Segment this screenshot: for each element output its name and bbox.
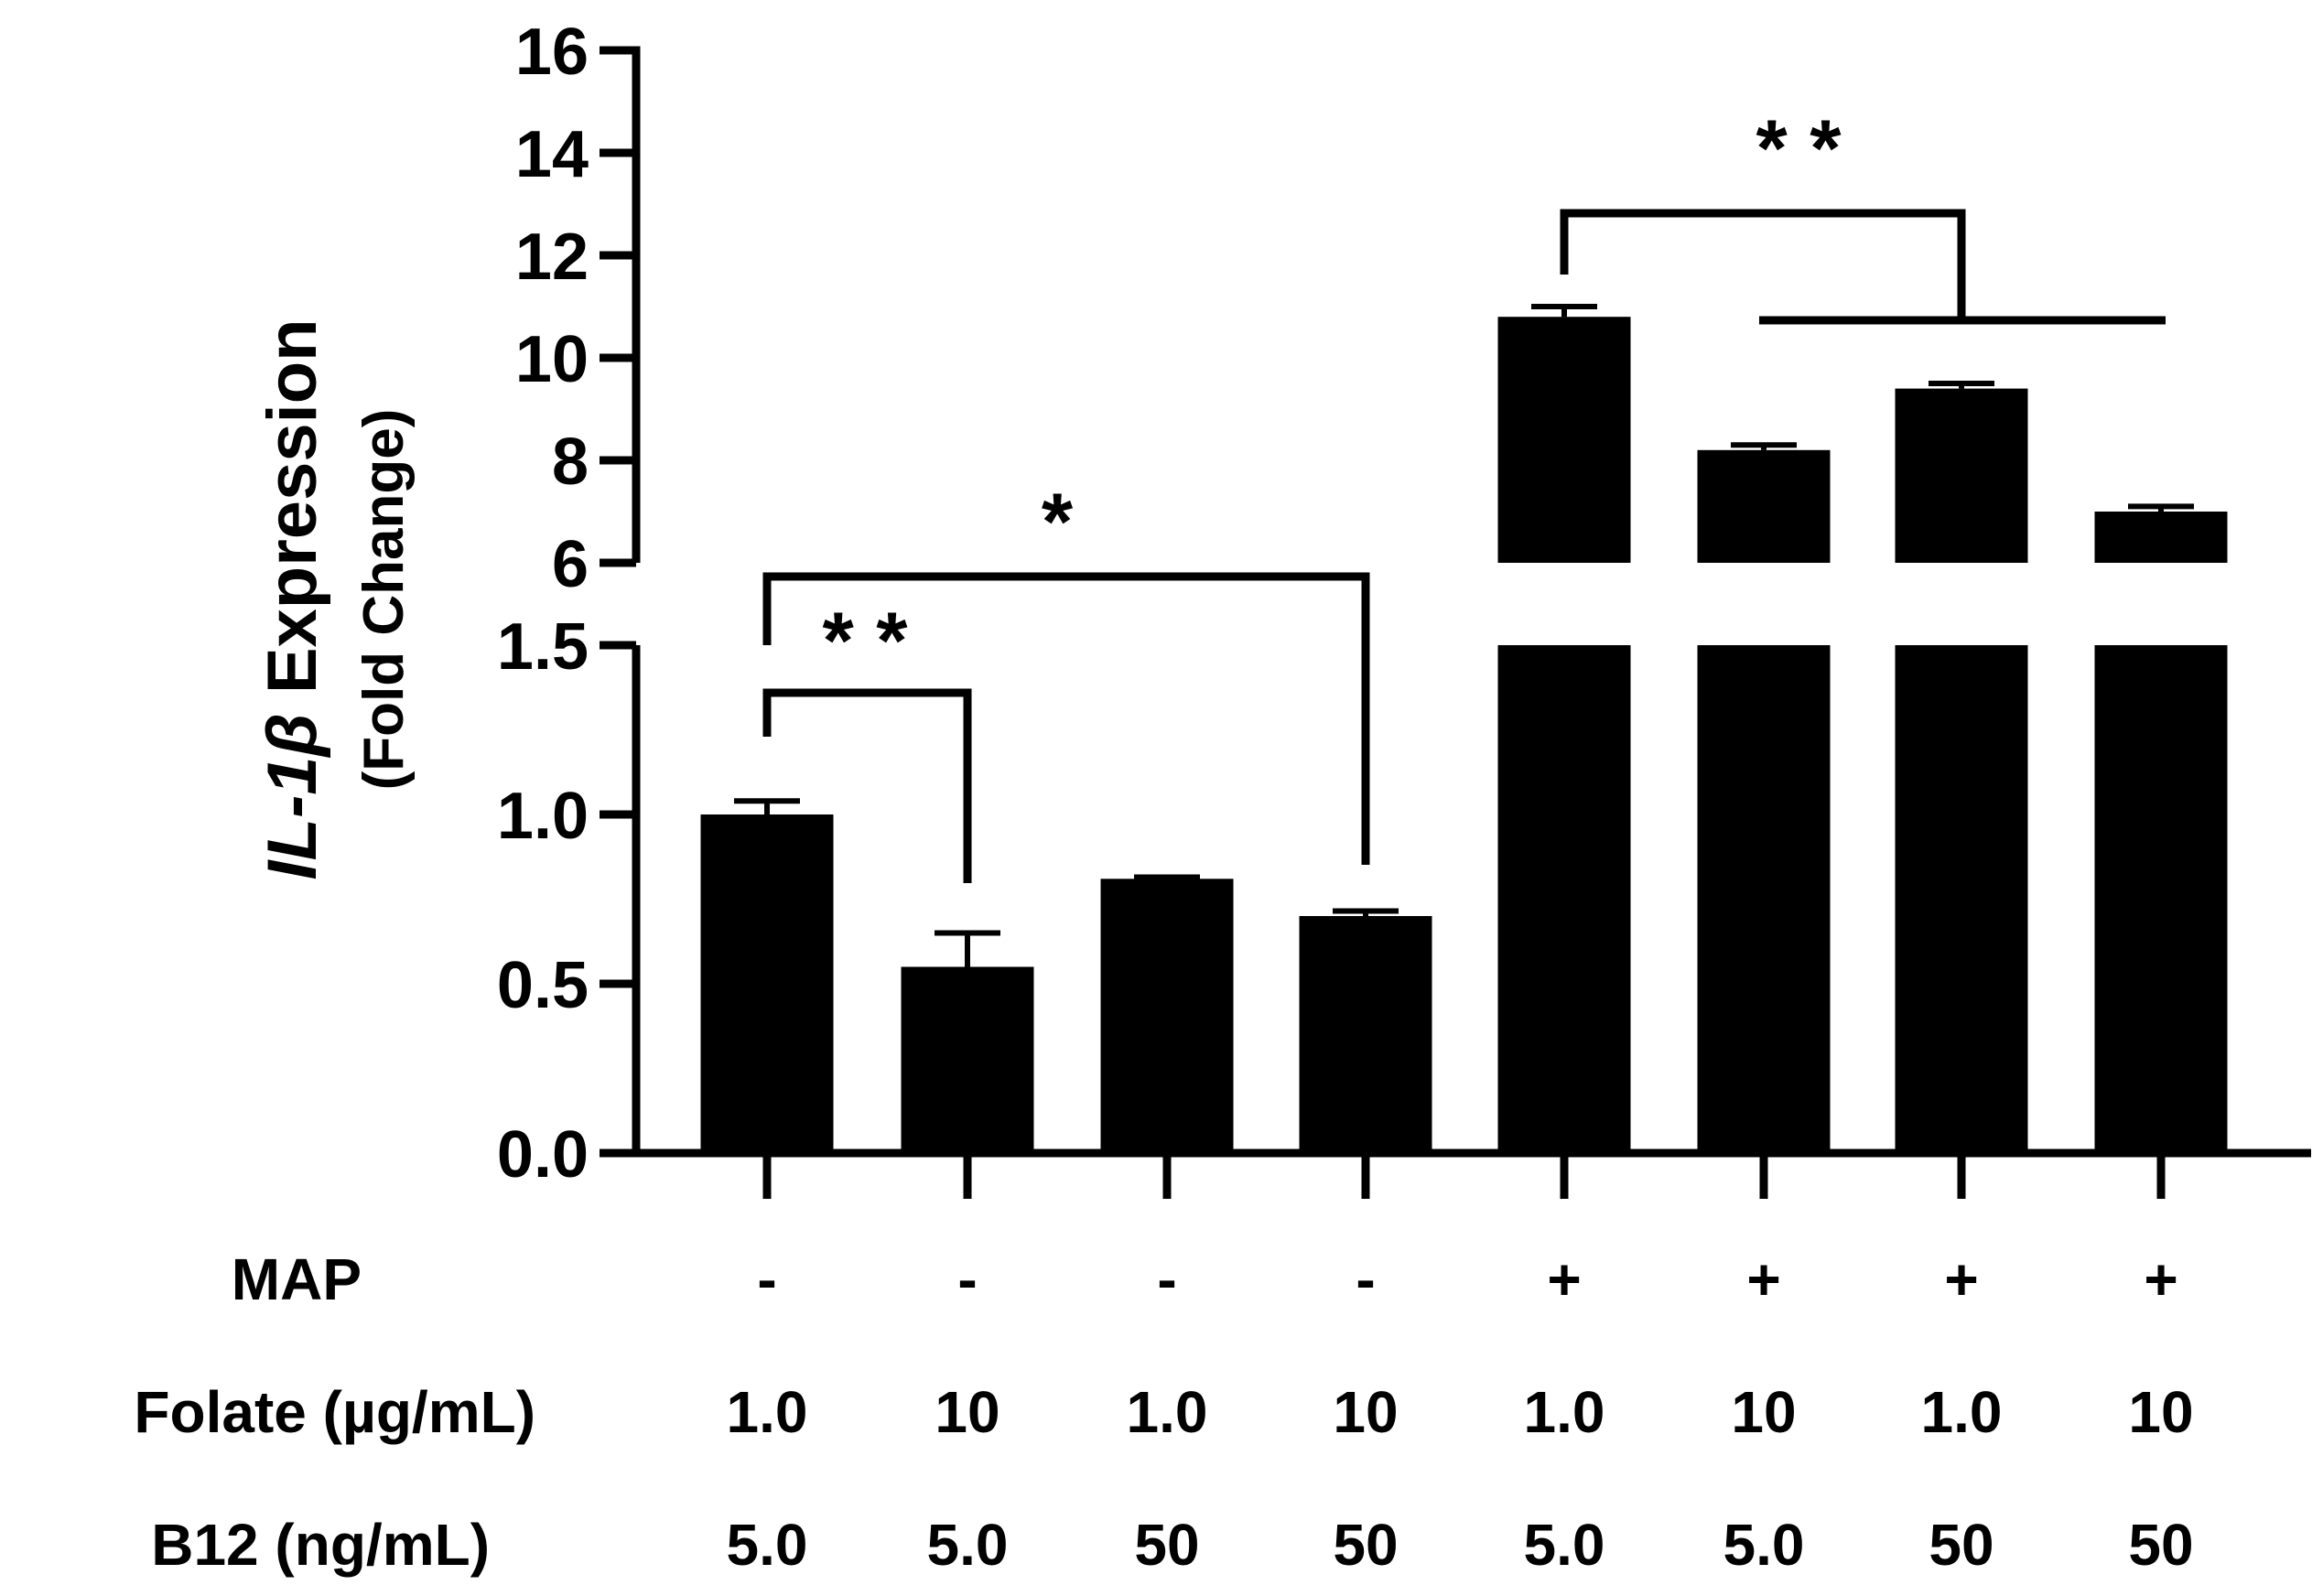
y-tick-label: 1.0: [497, 780, 589, 853]
bar: [1697, 645, 1831, 1153]
error-bars: [734, 304, 2194, 967]
condition-row-label: B12 (ng/mL): [151, 1512, 490, 1578]
condition-cell: +: [1944, 1246, 1978, 1312]
condition-cell: 10: [1333, 1379, 1398, 1445]
condition-cell: +: [1746, 1246, 1780, 1312]
condition-row-label: MAP: [232, 1246, 362, 1312]
condition-cell: 1.0: [1524, 1379, 1605, 1445]
bar-upper-segment: [2094, 512, 2228, 563]
y-tick-label: 12: [515, 221, 589, 294]
condition-cell: 50: [1134, 1512, 1199, 1578]
y-tick-label: 10: [515, 323, 589, 396]
bar: [1895, 645, 2028, 1153]
condition-cell: -: [757, 1246, 776, 1312]
significance-label: * *: [1756, 102, 1842, 193]
condition-row-label: Folate (µg/mL): [134, 1379, 535, 1445]
significance-bracket: [762, 572, 1370, 865]
bar: [1497, 645, 1631, 1153]
condition-cell: 5.0: [927, 1512, 1009, 1578]
condition-cell: 10: [2128, 1379, 2193, 1445]
bar: [700, 814, 834, 1153]
y-axis-label: IL-1β Expression: [254, 318, 331, 879]
bar-upper-segment: [1895, 388, 2028, 563]
bars: [700, 317, 2228, 1153]
condition-cell: 5.0: [1723, 1512, 1805, 1578]
condition-cell: 10: [1731, 1379, 1796, 1445]
condition-cell: 1.0: [1127, 1379, 1208, 1445]
condition-cell: 1.0: [1921, 1379, 2003, 1445]
condition-cell: 1.0: [727, 1379, 808, 1445]
bar-upper-segment: [1497, 317, 1631, 563]
bar: [1299, 916, 1432, 1153]
condition-cell: 50: [1333, 1512, 1398, 1578]
condition-cell: -: [957, 1246, 977, 1312]
condition-cell: 10: [935, 1379, 999, 1445]
condition-cell: 5.0: [1524, 1512, 1605, 1578]
condition-cell: -: [1157, 1246, 1176, 1312]
bar: [1100, 879, 1234, 1153]
significance-label: * *: [823, 595, 909, 685]
condition-cell: +: [2144, 1246, 2177, 1312]
y-tick-label: 14: [515, 118, 589, 191]
condition-table: MAP - - - - + + + + Folate (µg/mL) 1.0 10 1.0 10 1.0 10…: [134, 1246, 2193, 1578]
y-tick-label: 0.5: [497, 949, 589, 1022]
significance-brackets: * * * * *: [762, 102, 2166, 883]
y-tick-label: 8: [552, 426, 589, 499]
significance-bracket: [1560, 209, 1966, 320]
condition-cell: 50: [2128, 1512, 2193, 1578]
y-tick-label: 6: [552, 528, 589, 601]
bar: [901, 966, 1034, 1153]
condition-cell: 50: [1929, 1512, 1993, 1578]
condition-cell: -: [1356, 1246, 1375, 1312]
y-tick-label: 1.5: [497, 610, 589, 684]
bar: [2094, 645, 2228, 1153]
y-tick-label: 0.0: [497, 1118, 589, 1192]
y-tick-label: 16: [515, 16, 589, 89]
significance-bracket: [762, 688, 972, 883]
condition-cell: 5.0: [727, 1512, 808, 1578]
significance-label: *: [1042, 476, 1074, 566]
y-axis-gene: IL-1β: [254, 713, 331, 879]
bar-upper-segment: [1697, 449, 1831, 563]
condition-cell: +: [1547, 1246, 1581, 1312]
y-axis-word: Expression: [254, 318, 331, 694]
y-axis-sublabel: (Fold Change): [352, 409, 416, 791]
y-ticks: 0.0 0.5 1.0 1.5 6 8 10 12 14 16: [497, 16, 636, 1192]
